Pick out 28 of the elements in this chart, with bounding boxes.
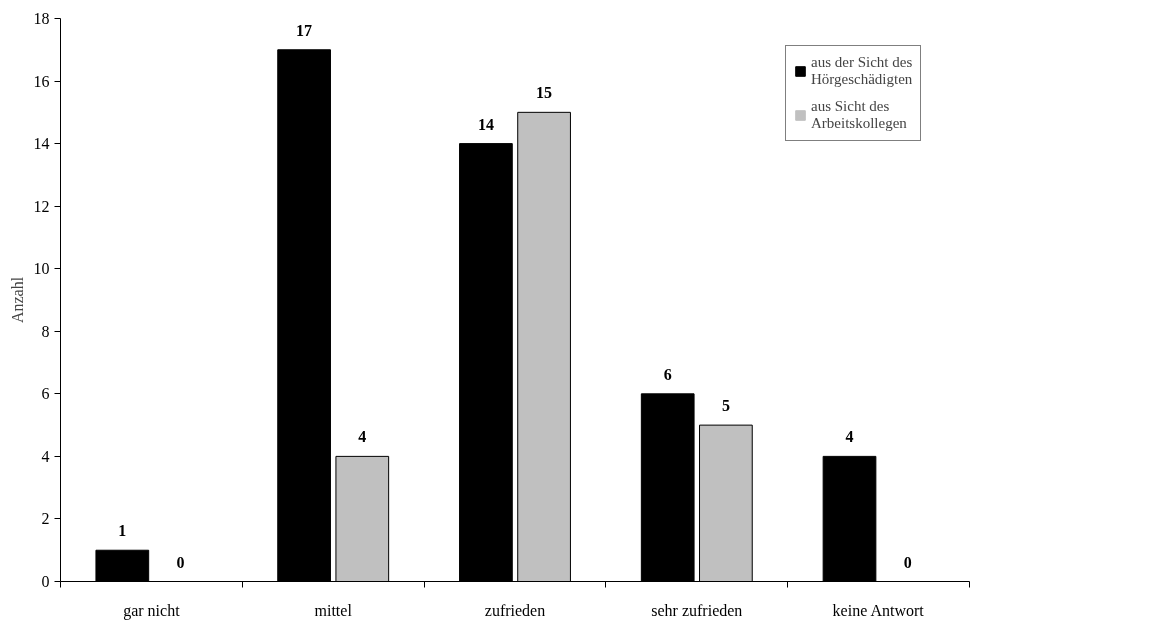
legend-label: aus Sicht des Arbeitskollegen: [811, 98, 907, 132]
x-tick-label: mittel: [314, 601, 353, 619]
y-tick-label: 10: [33, 260, 50, 278]
data-label: 4: [845, 428, 854, 446]
legend-label: aus der Sicht des Hörgeschädigten: [811, 54, 913, 88]
x-tick-label: zufrieden: [484, 601, 546, 619]
data-label: 6: [663, 365, 672, 383]
data-label: 1: [118, 522, 127, 540]
y-tick-label: 4: [41, 447, 50, 465]
y-tick-label: 14: [33, 135, 50, 153]
y-axis-title: Anzahl: [8, 276, 26, 324]
data-label: 0: [903, 553, 912, 571]
data-label: 17: [296, 21, 313, 39]
x-tick-label: keine Antwort: [832, 601, 925, 619]
x-tick-label: sehr zufrieden: [651, 601, 743, 619]
y-tick-label: 18: [33, 10, 50, 27]
y-tick-label: 6: [41, 385, 50, 403]
x-tick-label: gar nicht: [123, 601, 181, 620]
y-tick-label: 0: [41, 573, 50, 590]
data-label: 14: [477, 115, 494, 133]
data-label: 0: [176, 553, 185, 571]
data-label: 15: [536, 84, 553, 102]
y-tick-label: 16: [33, 72, 50, 90]
y-tick-label: 8: [41, 322, 50, 340]
y-tick-label: 2: [41, 510, 50, 528]
data-label: 4: [358, 428, 367, 446]
data-label: 5: [721, 397, 730, 415]
y-tick-label: 12: [33, 197, 50, 215]
